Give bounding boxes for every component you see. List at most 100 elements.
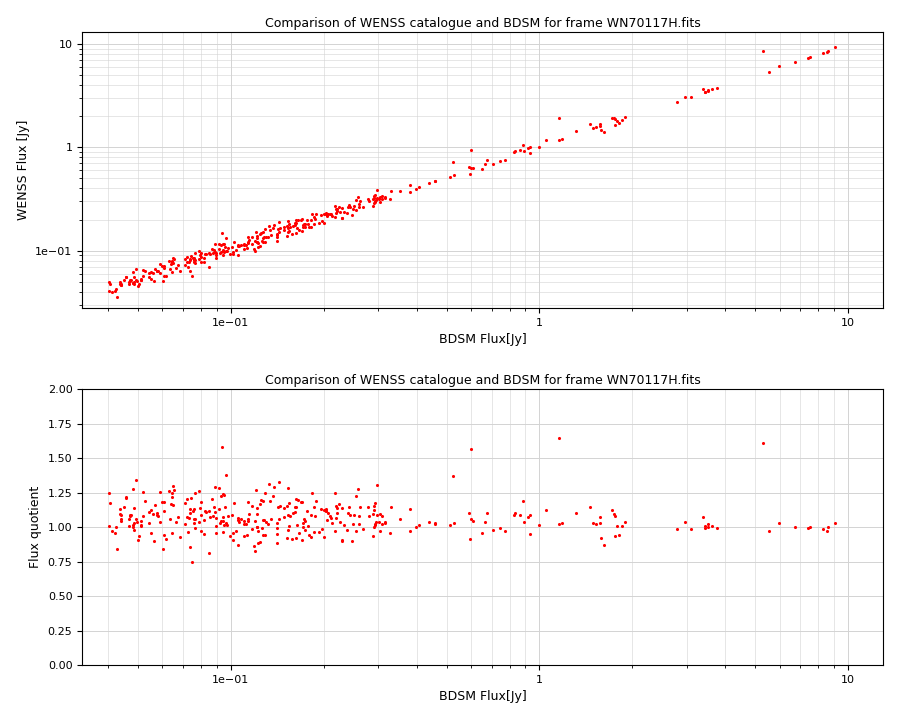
Point <box>481 155 495 166</box>
Point <box>296 521 310 533</box>
Point <box>226 248 240 260</box>
Point <box>428 176 443 187</box>
Point <box>220 510 235 522</box>
Point <box>486 158 500 169</box>
Point <box>126 521 140 533</box>
Point <box>700 84 715 96</box>
Point <box>493 522 508 534</box>
Point <box>112 276 127 288</box>
Point <box>696 84 710 95</box>
Point <box>592 512 607 523</box>
Point <box>226 527 240 539</box>
Point <box>207 246 221 257</box>
Point <box>298 524 312 536</box>
Point <box>512 144 526 156</box>
Point <box>237 243 251 255</box>
Point <box>220 469 234 481</box>
Point <box>446 169 461 181</box>
Point <box>288 501 302 513</box>
Point <box>324 513 338 524</box>
Point <box>178 253 193 264</box>
Point <box>202 261 216 273</box>
Point <box>188 257 202 269</box>
Point <box>368 518 382 529</box>
Point <box>183 503 197 515</box>
Y-axis label: WENSS Flux [Jy]: WENSS Flux [Jy] <box>17 120 30 220</box>
Point <box>762 525 777 536</box>
Point <box>333 207 347 218</box>
Point <box>199 506 213 518</box>
Point <box>122 279 137 290</box>
Point <box>184 492 198 504</box>
Point <box>218 240 232 252</box>
Point <box>517 145 531 157</box>
Point <box>319 505 333 517</box>
Point <box>152 258 166 270</box>
Point <box>188 523 202 534</box>
Point <box>280 500 294 512</box>
Point <box>300 505 314 517</box>
Point <box>325 518 339 529</box>
Point <box>282 225 296 237</box>
Point <box>129 264 143 275</box>
Point <box>248 226 263 238</box>
Point <box>772 518 787 529</box>
Point <box>136 486 150 498</box>
Point <box>241 232 256 243</box>
Point <box>464 162 478 174</box>
Point <box>315 215 329 227</box>
Point <box>250 508 265 519</box>
Title: Comparison of WENSS catalogue and BDSM for frame WN70117H.fits: Comparison of WENSS catalogue and BDSM f… <box>265 374 700 387</box>
Title: Comparison of WENSS catalogue and BDSM for frame WN70117H.fits: Comparison of WENSS catalogue and BDSM f… <box>265 17 700 30</box>
Point <box>756 438 770 449</box>
Point <box>517 517 531 528</box>
Point <box>134 520 148 531</box>
Point <box>208 238 222 250</box>
Point <box>756 45 770 57</box>
Point <box>319 207 333 219</box>
Point <box>412 519 427 531</box>
Point <box>209 247 223 258</box>
Point <box>132 279 147 290</box>
Point <box>516 140 530 151</box>
Point <box>365 530 380 541</box>
Point <box>328 487 342 499</box>
Point <box>259 517 274 528</box>
Point <box>134 273 148 284</box>
Point <box>294 214 309 225</box>
Point <box>237 518 251 530</box>
Point <box>296 517 310 528</box>
Point <box>552 134 566 145</box>
Point <box>346 518 360 530</box>
Point <box>141 506 156 518</box>
Point <box>403 503 418 515</box>
Point <box>493 155 508 166</box>
Point <box>158 534 173 545</box>
Point <box>157 260 171 271</box>
Point <box>800 52 814 63</box>
Point <box>608 113 622 125</box>
Point <box>403 179 418 191</box>
Point <box>329 205 344 217</box>
Point <box>117 274 131 286</box>
Point <box>136 510 150 521</box>
Point <box>331 498 346 509</box>
Point <box>144 274 158 285</box>
Point <box>308 510 322 521</box>
Point <box>194 503 208 514</box>
Point <box>133 274 148 286</box>
Point <box>127 503 141 514</box>
Point <box>213 246 228 258</box>
Point <box>123 274 138 286</box>
Point <box>328 200 342 212</box>
Point <box>321 508 336 519</box>
Point <box>249 521 264 533</box>
Point <box>250 502 265 513</box>
Point <box>331 202 346 213</box>
Point <box>215 228 230 239</box>
Point <box>292 494 306 505</box>
Point <box>270 232 284 243</box>
Point <box>150 509 165 521</box>
Point <box>319 505 333 517</box>
Point <box>123 509 138 521</box>
